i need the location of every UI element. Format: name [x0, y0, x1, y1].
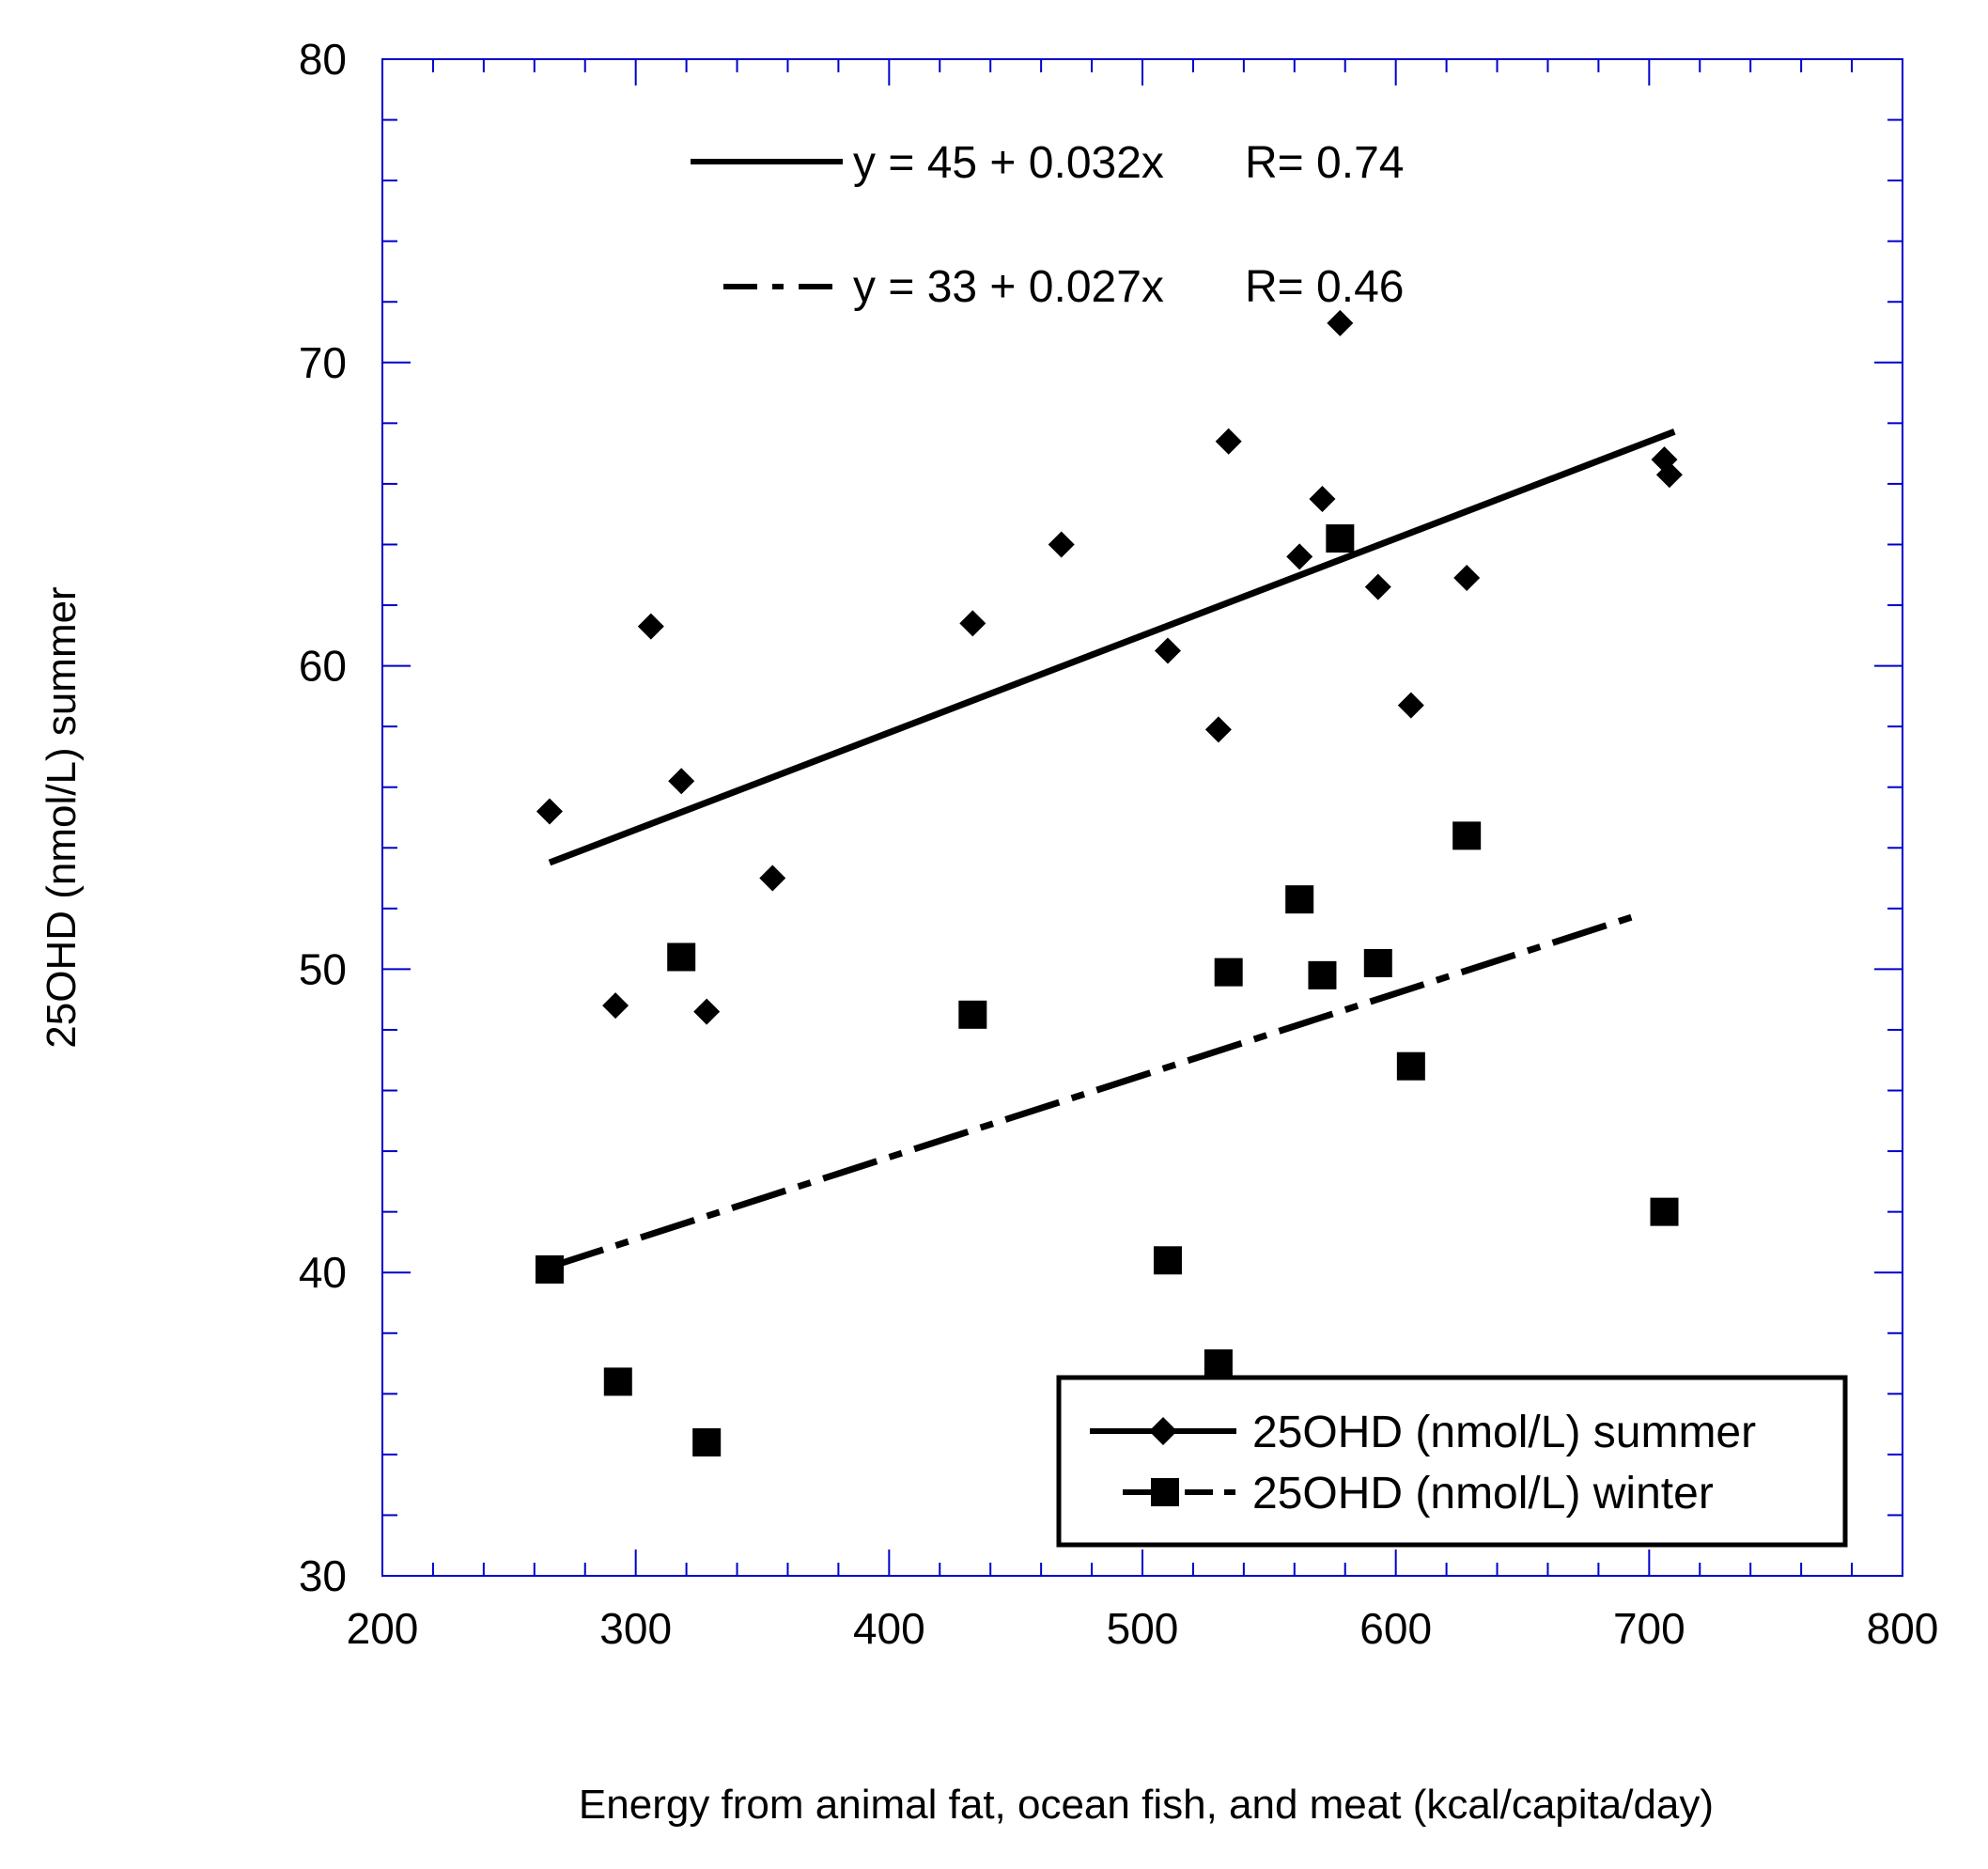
fit-lines — [548, 428, 1676, 1270]
winter-point — [1363, 948, 1392, 977]
winter-point — [1396, 1051, 1425, 1081]
winter-point — [603, 1367, 632, 1396]
x-tick-label: 200 — [347, 1604, 419, 1653]
summer-point — [1655, 461, 1683, 489]
legend-winter-label: 25OHD (nmol/L) winter — [1252, 1469, 1714, 1519]
x-tick-label: 500 — [1107, 1604, 1179, 1653]
fit-winter-r: R= 0.46 — [1245, 262, 1404, 312]
summer-point — [1215, 428, 1242, 455]
x-tick-label: 400 — [853, 1604, 925, 1653]
fit-summer-r: R= 0.74 — [1245, 138, 1404, 188]
winter-point — [1214, 958, 1243, 987]
y-tick-label: 70 — [299, 338, 347, 387]
summer-point — [1397, 692, 1424, 719]
summer-point — [1453, 564, 1481, 591]
winter-point — [692, 1427, 722, 1456]
y-tick-label: 60 — [299, 642, 347, 691]
winter-point — [1285, 885, 1314, 914]
winter-point — [1153, 1246, 1182, 1275]
y-tick-label: 30 — [299, 1551, 347, 1600]
legend-summer-label: 25OHD (nmol/L) summer — [1252, 1408, 1756, 1457]
summer-point — [1309, 486, 1336, 513]
fit-winter-equation: y = 33 + 0.027x — [853, 262, 1164, 312]
summer-point — [693, 998, 721, 1025]
summer-point — [1154, 637, 1181, 664]
y-tick-label: 80 — [299, 35, 347, 84]
fit-line-summer — [548, 428, 1676, 866]
x-axis-title: Energy from animal fat, ocean fish, and … — [579, 1782, 1714, 1828]
fit-line-winter — [548, 913, 1633, 1270]
legend-summer-marker — [1149, 1417, 1177, 1445]
summer-point — [1286, 543, 1313, 570]
legend-box — [1056, 1375, 1848, 1548]
summer-point — [1364, 573, 1391, 600]
summer-point — [759, 864, 786, 892]
plot-frame — [381, 58, 1903, 1577]
legend-winter-marker — [1151, 1478, 1179, 1506]
winter-point — [535, 1254, 564, 1284]
winter-point — [667, 942, 696, 972]
summer-point — [1327, 309, 1354, 336]
winter-point — [1650, 1197, 1679, 1226]
x-tick-label: 800 — [1867, 1604, 1939, 1653]
y-axis-title: 25OHD (nmol/L) summer — [39, 586, 85, 1048]
data-markers — [535, 309, 1683, 1456]
summer-point — [602, 992, 629, 1020]
summer-point — [1048, 531, 1075, 558]
fit-equations: y = 45 + 0.032x R= 0.74 y = 33 + 0.027x … — [691, 138, 1404, 312]
summer-point — [959, 610, 986, 637]
summer-point — [637, 613, 664, 640]
summer-point — [536, 798, 563, 825]
x-tick-label: 700 — [1613, 1604, 1685, 1653]
x-tick-label: 600 — [1359, 1604, 1432, 1653]
x-tick-label: 300 — [599, 1604, 672, 1653]
winter-point — [958, 1000, 987, 1029]
fit-summer-equation: y = 45 + 0.032x — [853, 138, 1164, 188]
y-tick-label: 40 — [299, 1248, 347, 1297]
winter-point — [1308, 960, 1337, 989]
winter-point — [1204, 1349, 1233, 1378]
y-tick-label: 50 — [299, 944, 347, 993]
winter-point — [1452, 821, 1482, 850]
minor-ticks — [382, 59, 1903, 1576]
tick-labels: 200 300 400 500 600 700 800 30 40 50 60 70 80 — [299, 35, 1939, 1653]
summer-point — [1204, 716, 1232, 743]
summer-point — [668, 768, 695, 795]
winter-point — [1326, 524, 1355, 553]
legend: 25OHD (nmol/L) summer 25OHD (nmol/L) win… — [1056, 1375, 1848, 1548]
